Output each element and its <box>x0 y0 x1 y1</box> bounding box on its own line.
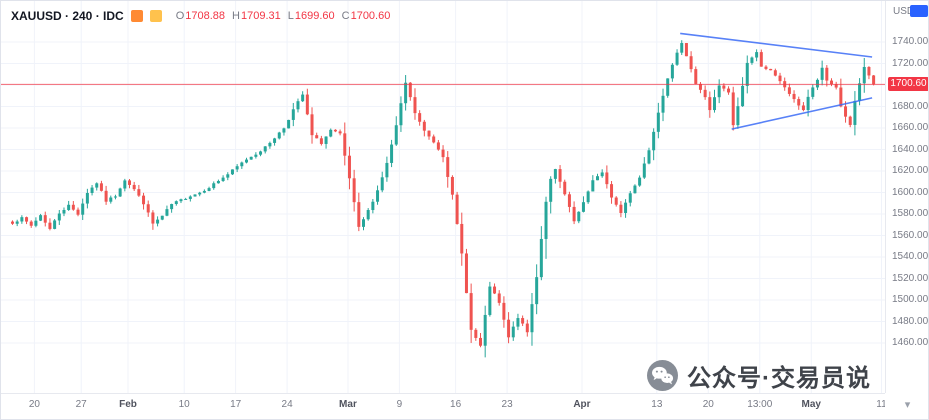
time-tick: 23 <box>501 399 513 410</box>
price-tick: 1680.00 <box>892 100 929 112</box>
wechat-icon <box>647 360 678 391</box>
time-tick: 20 <box>702 399 714 410</box>
symbol-title[interactable]: XAUUSD · 240 · IDC <box>11 9 124 23</box>
time-tick: 16 <box>450 399 462 410</box>
delayed-data-flag-icon[interactable] <box>149 10 162 22</box>
time-tick: 27 <box>75 399 87 410</box>
time-tick: 17 <box>230 399 242 410</box>
close-label: C <box>341 10 350 22</box>
candlestick-chart[interactable] <box>1 1 885 393</box>
price-tick: 1660.00 <box>892 122 929 133</box>
price-tick: 1560.00 <box>892 229 929 241</box>
time-tick: 20 <box>28 399 40 410</box>
price-tick: 1540.00 <box>892 251 929 262</box>
price-axis[interactable]: USD 1740.001720.001700.001680.001660.001… <box>885 1 929 393</box>
chart-legend: XAUUSD · 240 · IDC O 1708.88 H 1709.31 L 16… <box>11 9 390 23</box>
price-tick: 1600.00 <box>892 186 929 198</box>
trendline <box>731 97 873 130</box>
chevron-down-icon[interactable]: ▾ <box>904 399 911 411</box>
currency-label: USD <box>893 6 915 17</box>
trendline <box>680 32 873 58</box>
price-tick: 1500.00 <box>892 294 929 305</box>
price-tick: 1480.00 <box>892 315 929 327</box>
open-value: 1708.88 <box>185 10 226 22</box>
time-tick: 13:00 <box>747 399 773 410</box>
time-tick: 13 <box>651 399 663 410</box>
ohlc-readout: O 1708.88 H 1709.31 L 1699.60 C 1700.60 <box>169 10 391 22</box>
low-value: 1699.60 <box>294 10 335 22</box>
axis-highlight-tag <box>910 5 928 17</box>
time-tick: Apr <box>573 399 591 410</box>
open-label: O <box>175 10 185 22</box>
time-tick: 11 <box>876 399 887 410</box>
price-tick: 1740.00 <box>892 36 929 47</box>
price-tick: 1640.00 <box>892 143 929 155</box>
last-price-tag: 1700.60 <box>888 77 928 92</box>
low-label: L <box>287 10 294 22</box>
close-value: 1700.60 <box>350 10 391 22</box>
price-tick: 1460.00 <box>892 337 929 348</box>
price-tick: 1580.00 <box>892 208 929 219</box>
time-tick: 10 <box>178 399 190 410</box>
trendlines[interactable] <box>680 32 873 130</box>
time-tick: Feb <box>119 399 137 410</box>
axis-corner[interactable]: ▾ <box>885 393 928 419</box>
high-value: 1709.31 <box>240 10 281 22</box>
time-tick: May <box>801 399 821 410</box>
watermark-text: 公众号·交易员说 <box>687 365 871 392</box>
price-tick: 1520.00 <box>892 272 929 284</box>
time-tick: Mar <box>339 399 357 410</box>
price-tick: 1620.00 <box>892 165 929 176</box>
time-tick: 24 <box>281 399 293 410</box>
high-label: H <box>232 10 240 22</box>
watermark: 公众号·交易员说 <box>647 358 871 393</box>
grid <box>1 1 885 393</box>
candlestick-series[interactable] <box>11 40 876 358</box>
time-tick: 9 <box>396 399 403 410</box>
data-source-flag-icon[interactable] <box>130 10 143 22</box>
time-axis[interactable]: 20 27 Feb 10 17 24 Mar 9 16 23 Apr 13 20 13:00 May 11 <box>1 393 928 419</box>
price-tick: 1720.00 <box>892 57 929 69</box>
